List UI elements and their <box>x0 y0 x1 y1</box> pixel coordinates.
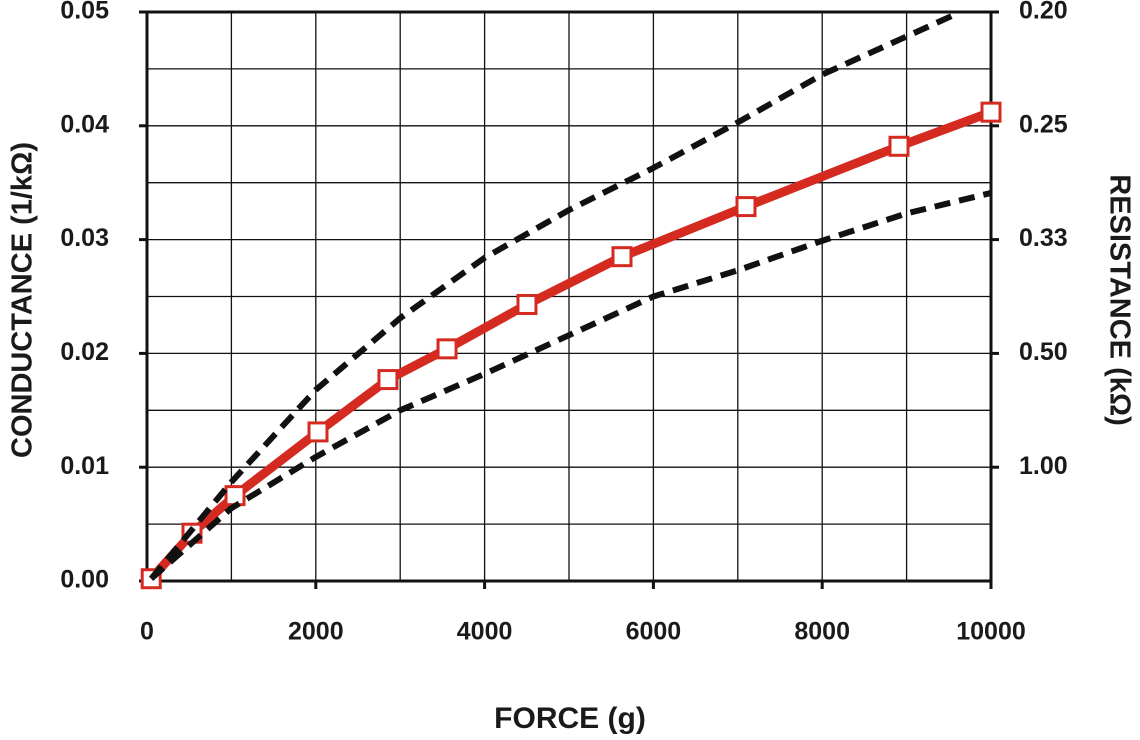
y2-tick-label: 0.33 <box>1019 224 1068 252</box>
y-tick-label: 0.00 <box>60 566 109 594</box>
x-tick-label: 6000 <box>626 618 682 646</box>
dashed-line <box>148 11 957 581</box>
y2-tick-label: 0.50 <box>1019 338 1068 366</box>
marker <box>980 101 1002 123</box>
y2-tick-label: 1.00 <box>1019 452 1068 480</box>
x-tick-label: 0 <box>140 618 154 646</box>
marker <box>224 485 246 507</box>
y-tick-label: 0.04 <box>60 110 109 138</box>
dashed-line <box>149 190 992 581</box>
x-axis-label: FORCE (g) <box>494 702 646 735</box>
marker <box>377 369 399 391</box>
y2-tick-label: 0.25 <box>1019 110 1068 138</box>
y-tick-label: 0.03 <box>60 224 109 252</box>
y-tick-label: 0.01 <box>60 452 109 480</box>
marker <box>735 196 757 218</box>
y2-axis-label: RESISTANCE (kΩ) <box>1103 174 1135 426</box>
marker <box>307 421 329 443</box>
x-tick-label: 8000 <box>794 618 850 646</box>
plot-frame <box>145 10 993 583</box>
marker <box>436 338 458 360</box>
x-tick-label: 2000 <box>288 618 344 646</box>
x-tick-label: 4000 <box>457 618 513 646</box>
y-tick-label: 0.02 <box>60 338 109 366</box>
marker <box>888 135 910 157</box>
marker <box>611 246 633 268</box>
y-tick-label: 0.05 <box>60 0 109 25</box>
y-axis-label: CONDUCTANCE (1/kΩ) <box>7 142 39 458</box>
x-tick-label: 10000 <box>956 618 1026 646</box>
marker <box>516 293 538 315</box>
y2-tick-label: 0.20 <box>1019 0 1068 25</box>
